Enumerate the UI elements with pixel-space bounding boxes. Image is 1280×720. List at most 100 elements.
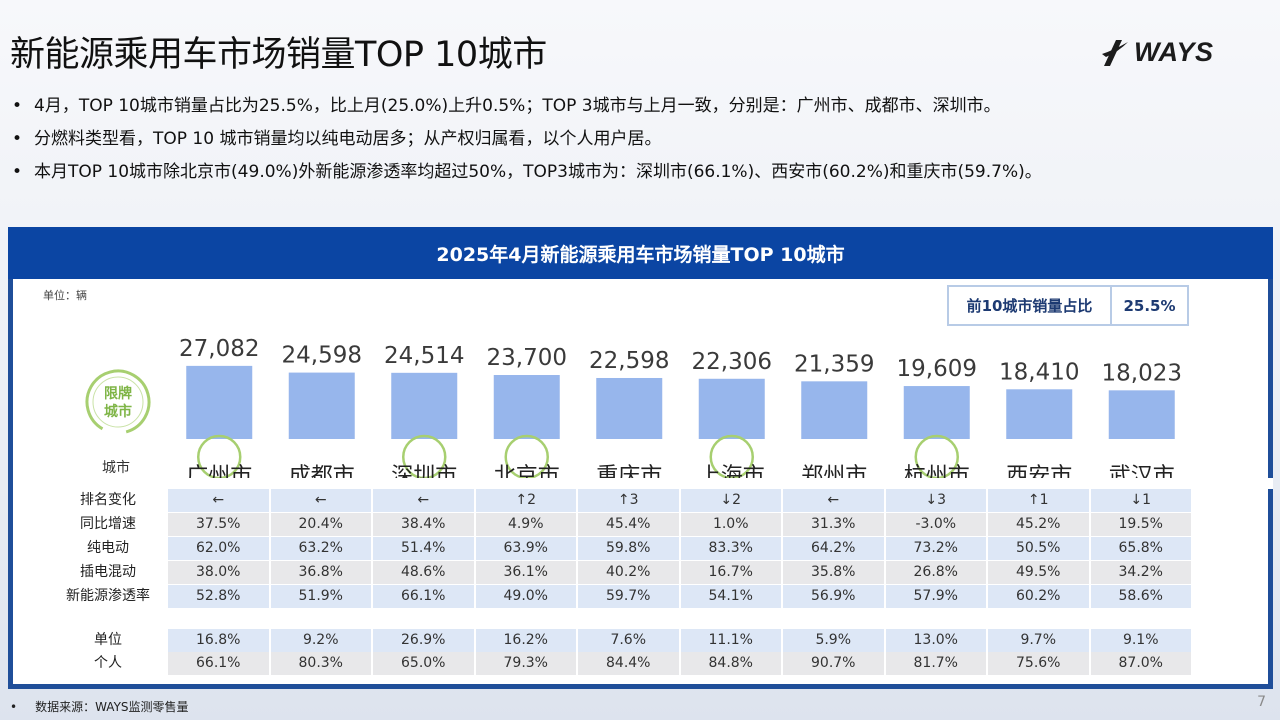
table-cell: 83.3% [680,537,781,560]
row-label: 排名变化 [80,492,136,508]
table-cell: 36.1% [475,561,576,584]
bar-value-label: 24,598 [282,343,362,369]
table-cell: 60.2% [988,585,1089,608]
bar-value-label: 18,023 [1102,360,1182,386]
table-row: 排名变化 ← ← ← ↑2 ↑3 ↓2 ← ↓3 ↑1 ↓1 [13,489,1273,512]
ownership-row: 单位 16.8% 9.2% 26.9% 16.2% 7.6% 11.1% 5.9% 13.0% 9… [13,629,1273,652]
bar [288,372,355,439]
data-source: • 数据来源：WAYS监测零售量 [10,698,189,715]
ways-logo: WAYS [1100,34,1214,70]
table-cell: ↓1 [1090,489,1191,512]
table-cell: 5.9% [783,629,884,652]
table-cell: 16.7% [680,561,781,584]
bar-value-label: 18,410 [999,359,1079,385]
bar [1006,389,1073,439]
table-cell: 66.1% [168,652,269,675]
bar [186,365,253,439]
table-cell: -3.0% [885,513,986,536]
table-row: 新能源渗透率 52.8% 51.9% 66.1% 49.0% 59.7% 54.1% 56.9… [13,585,1273,608]
ownership-row: 个人 66.1% 80.3% 65.0% 79.3% 84.4% 84.8% 90.7% 81.… [13,652,1273,675]
table-cell: 59.8% [578,537,679,560]
sales-bar-chart: 27,082广州市24,598成都市24,514深圳市23,700北京市22,5… [163,336,1273,489]
table-cell: 66.1% [373,585,474,608]
table-cell: 9.7% [988,629,1089,652]
table-cell: 62.0% [168,537,269,560]
top10-share-value: 25.5% [1123,296,1176,315]
table-cell: 40.2% [578,561,679,584]
table-cell: 54.1% [680,585,781,608]
bar [801,381,868,439]
table-cell: 38.0% [168,561,269,584]
summary-bullet: 本月TOP 10城市除北京市(49.0%)外新能源渗透率均超过50%，TOP3城… [10,156,1250,189]
panel-title: 2025年4月新能源乘用车市场销量TOP 10城市 [8,227,1273,279]
row-label: 个人 [94,655,122,671]
bar-value-label: 21,359 [794,351,874,377]
chart-panel: 2025年4月新能源乘用车市场销量TOP 10城市 单位：辆 前10城市销量占比… [8,227,1273,689]
table-cell: 73.2% [885,537,986,560]
bar [1108,390,1175,439]
restricted-city-badge: 限牌 城市 [83,367,153,441]
table-cell: 1.0% [680,513,781,536]
summary-bullet: 4月，TOP 10城市销量占比为25.5%，比上月(25.0%)上升0.5%；T… [10,90,1250,123]
table-cell: 79.3% [475,652,576,675]
page-title: 新能源乘用车市场销量TOP 10城市 [10,35,547,75]
table-cell: 63.2% [270,537,371,560]
top10-share-label: 前10城市销量占比 [949,287,1112,324]
table-cell: 45.4% [578,513,679,536]
table-cell: 50.5% [988,537,1089,560]
bar [391,372,458,439]
bar-value-label: 19,609 [897,356,977,382]
table-cell: 51.9% [270,585,371,608]
table-cell: ↑3 [578,489,679,512]
table-cell: 26.9% [373,629,474,652]
table-cell: 75.6% [988,652,1089,675]
row-label: 新能源渗透率 [66,588,150,604]
table-cell: 7.6% [578,629,679,652]
table-cell: 11.1% [680,629,781,652]
table-cell: 35.8% [783,561,884,584]
summary-bullet: 分燃料类型看，TOP 10 城市销量均以纯电动居多；从产权归属看，以个人用户居。 [10,123,1250,156]
ways-logo-icon [1102,40,1128,66]
bar [493,375,560,439]
table-cell: 84.4% [578,652,679,675]
city-axis-label: 城市 [102,460,130,476]
table-cell: 20.4% [270,513,371,536]
table-cell: 19.5% [1090,513,1191,536]
badge-line1: 限牌 [104,385,132,402]
table-cell: 26.8% [885,561,986,584]
bar [596,377,663,439]
table-cell: 52.8% [168,585,269,608]
table-cell: 64.2% [783,537,884,560]
table-cell: 63.9% [475,537,576,560]
table-cell: ← [373,489,474,512]
table-row: 插电混动 38.0% 36.8% 48.6% 36.1% 40.2% 16.7% 35.8% 2… [13,561,1273,584]
source-bullet: • [10,700,18,714]
table-cell: 65.0% [373,652,474,675]
table-cell: 87.0% [1090,652,1191,675]
table-cell: 16.8% [168,629,269,652]
table-cell: 56.9% [783,585,884,608]
bar [903,386,970,439]
table-cell: 16.2% [475,629,576,652]
table-cell: 36.8% [270,561,371,584]
table-cell: 58.6% [1090,585,1191,608]
table-cell: 84.8% [680,652,781,675]
bar [698,378,765,439]
ways-logo-text: WAYS [1134,36,1214,67]
table-cell: ↑2 [475,489,576,512]
table-cell: 80.3% [270,652,371,675]
table-cell: ↑1 [988,489,1089,512]
row-label: 同比增速 [80,516,136,532]
row-label: 插电混动 [80,564,136,580]
table-row: 同比增速 37.5% 20.4% 38.4% 4.9% 45.4% 1.0% 31.3% -3.… [13,513,1273,536]
table-cell: 49.0% [475,585,576,608]
page-number: 7 [1257,694,1266,710]
bar-value-label: 22,306 [692,349,772,375]
table-cell: 4.9% [475,513,576,536]
table-cell: 51.4% [373,537,474,560]
table-cell: 38.4% [373,513,474,536]
table-cell: 65.8% [1090,537,1191,560]
table-cell: 34.2% [1090,561,1191,584]
table-cell: 57.9% [885,585,986,608]
table-cell: ← [168,489,269,512]
